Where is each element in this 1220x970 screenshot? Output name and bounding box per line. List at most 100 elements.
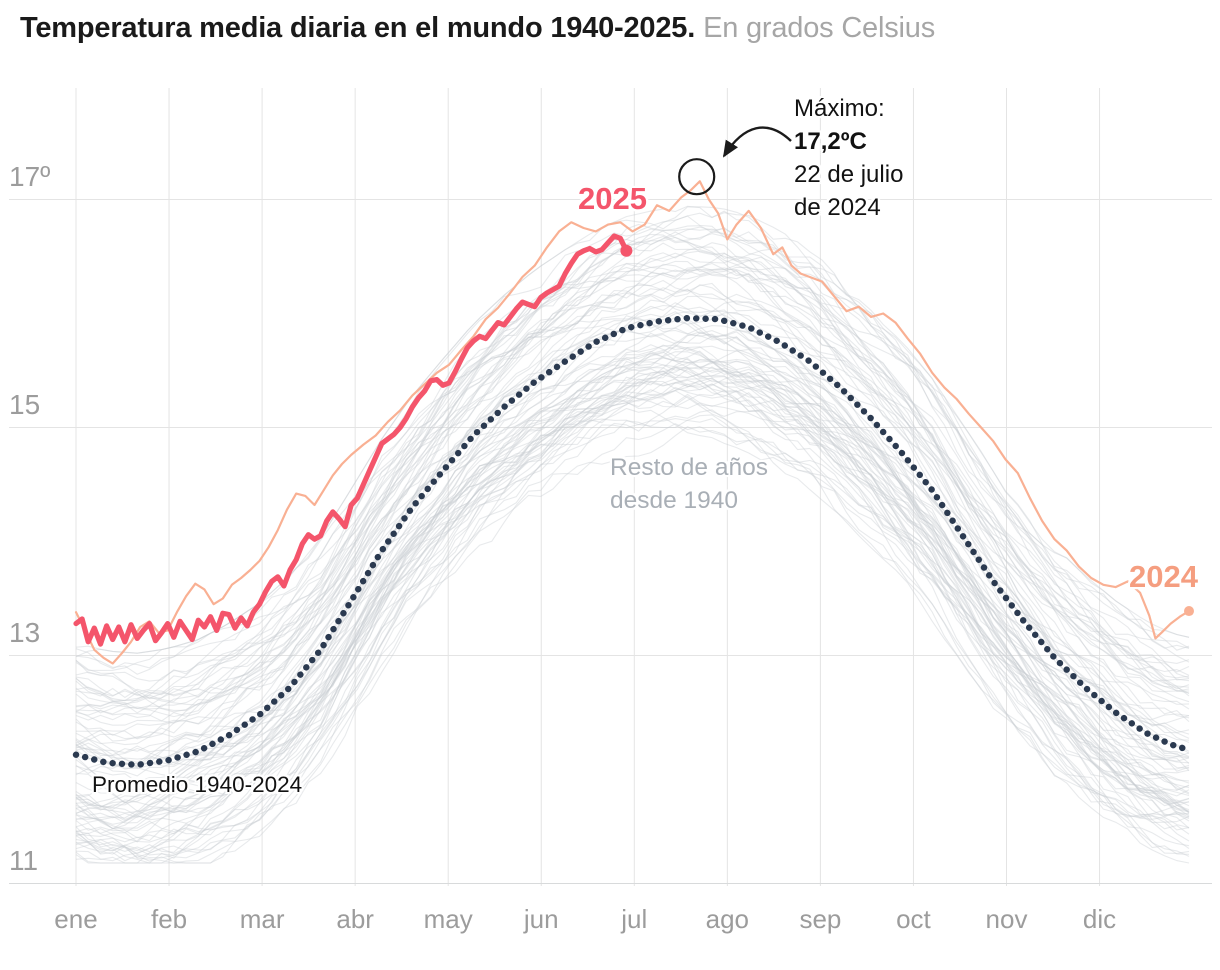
background-year-line — [75, 231, 1190, 675]
background-year-line — [75, 223, 1190, 670]
background-year-line — [75, 378, 1190, 857]
background-year-line — [75, 390, 1190, 850]
background-year-line — [75, 289, 1190, 770]
background-year-line — [75, 389, 1190, 862]
background-year-line — [75, 279, 1190, 736]
background-year-line — [75, 263, 1190, 724]
line-2025 — [73, 233, 629, 647]
background-year-line — [75, 320, 1190, 769]
series-label-promedio: Promedio 1940-2024 — [92, 772, 303, 797]
background-year-line — [75, 250, 1190, 702]
background-year-line — [75, 236, 1190, 700]
chart-title: Temperatura media diaria en el mundo 194… — [20, 12, 696, 44]
max-annotation-title: Máximo: — [794, 95, 885, 122]
background-year-line — [75, 426, 1190, 864]
gridlines — [9, 88, 1212, 886]
background-year-line — [75, 311, 1190, 768]
axis-tick-labels: 17º 15 13 11 ene feb mar abr may jun jul ago sep oct n… — [9, 161, 1116, 934]
background-year-line — [75, 366, 1190, 799]
x-axis-month-label: nov — [986, 904, 1028, 934]
background-year-line — [75, 395, 1190, 822]
background-year-line — [75, 256, 1190, 723]
background-year-line — [75, 228, 1190, 713]
background-year-line — [75, 396, 1190, 859]
background-year-line — [75, 364, 1190, 821]
background-year-line — [75, 269, 1190, 741]
max-annotation-date2: de 2024 — [794, 194, 881, 221]
background-year-line — [75, 345, 1190, 812]
y-axis-tick-label: 17º — [9, 161, 50, 192]
background-year-line — [75, 215, 1190, 699]
background-year-line — [75, 359, 1190, 830]
max-annotation-circle — [678, 158, 716, 196]
background-year-line — [75, 233, 1190, 715]
background-year-line — [75, 407, 1190, 864]
background-year-line — [75, 299, 1190, 779]
background-year-line — [75, 266, 1190, 714]
y-axis-tick-label: 13 — [9, 617, 40, 648]
x-axis-month-label: ago — [706, 904, 749, 934]
page-title: Temperatura media diaria en el mundo 194… — [20, 12, 935, 45]
x-axis-month-label: feb — [151, 904, 187, 934]
background-year-line — [75, 350, 1190, 824]
max-annotation-value: 17,2ºC — [794, 128, 867, 155]
background-year-line — [75, 344, 1190, 804]
background-year-line — [75, 418, 1190, 864]
background-year-line — [75, 351, 1190, 834]
background-year-line — [75, 370, 1190, 843]
background-year-line — [75, 302, 1190, 763]
x-axis-month-label: jul — [620, 904, 647, 934]
x-axis-month-label: jun — [523, 904, 559, 934]
background-year-line — [75, 332, 1190, 777]
background-year-line — [75, 409, 1190, 864]
background-year-line — [75, 366, 1190, 854]
background-year-line — [75, 316, 1190, 756]
background-year-line — [75, 287, 1190, 767]
background-year-line — [75, 235, 1190, 697]
background-year-line — [75, 269, 1190, 746]
background-year-line — [75, 344, 1190, 804]
background-year-line — [75, 366, 1190, 847]
max-annotation-date1: 22 de julio — [794, 161, 904, 188]
series-label-resto-anios: Resto de años desde 1940 — [610, 451, 768, 517]
chart-subtitle: En grados Celsius — [703, 12, 936, 44]
background-year-line — [75, 242, 1190, 682]
background-year-line — [75, 329, 1190, 810]
x-axis-month-label: dic — [1083, 904, 1116, 934]
x-axis-month-label: abr — [336, 904, 374, 934]
line-2024 — [74, 180, 1191, 665]
annotation-arrow — [722, 126, 792, 158]
background-year-line — [75, 284, 1190, 734]
background-year-line — [75, 262, 1190, 714]
background-year-line — [75, 374, 1190, 833]
background-year-line — [75, 377, 1190, 856]
background-year-line — [75, 414, 1190, 864]
series-label-2024: 2024 — [1129, 559, 1198, 594]
line-2025-end-dot — [620, 244, 633, 257]
x-axis-month-label: sep — [799, 904, 841, 934]
resto-label-line1: Resto de años — [610, 454, 768, 481]
max-annotation-graphics — [678, 126, 792, 196]
background-year-line — [75, 386, 1190, 840]
background-year-line — [75, 344, 1190, 808]
max-annotation-text: Máximo: 17,2ºC 22 de julio de 2024 — [794, 92, 903, 224]
background-year-line — [75, 210, 1190, 658]
background-year-line — [75, 357, 1190, 823]
background-year-line — [75, 358, 1190, 854]
background-year-line — [75, 423, 1190, 859]
y-axis-tick-label: 11 — [9, 845, 38, 876]
background-year-line — [75, 226, 1190, 718]
background-year-line — [75, 225, 1190, 699]
background-year-line — [75, 379, 1190, 842]
promedio-dotted-line — [72, 314, 1190, 769]
background-year-line — [75, 293, 1190, 769]
background-year-line — [75, 350, 1190, 812]
background-year-line — [75, 357, 1190, 791]
y-axis-tick-label: 15 — [9, 389, 40, 420]
background-year-line — [75, 383, 1190, 843]
line-2024-end-dot — [1184, 606, 1194, 617]
background-year-line — [75, 260, 1190, 756]
background-year-line — [75, 317, 1190, 783]
